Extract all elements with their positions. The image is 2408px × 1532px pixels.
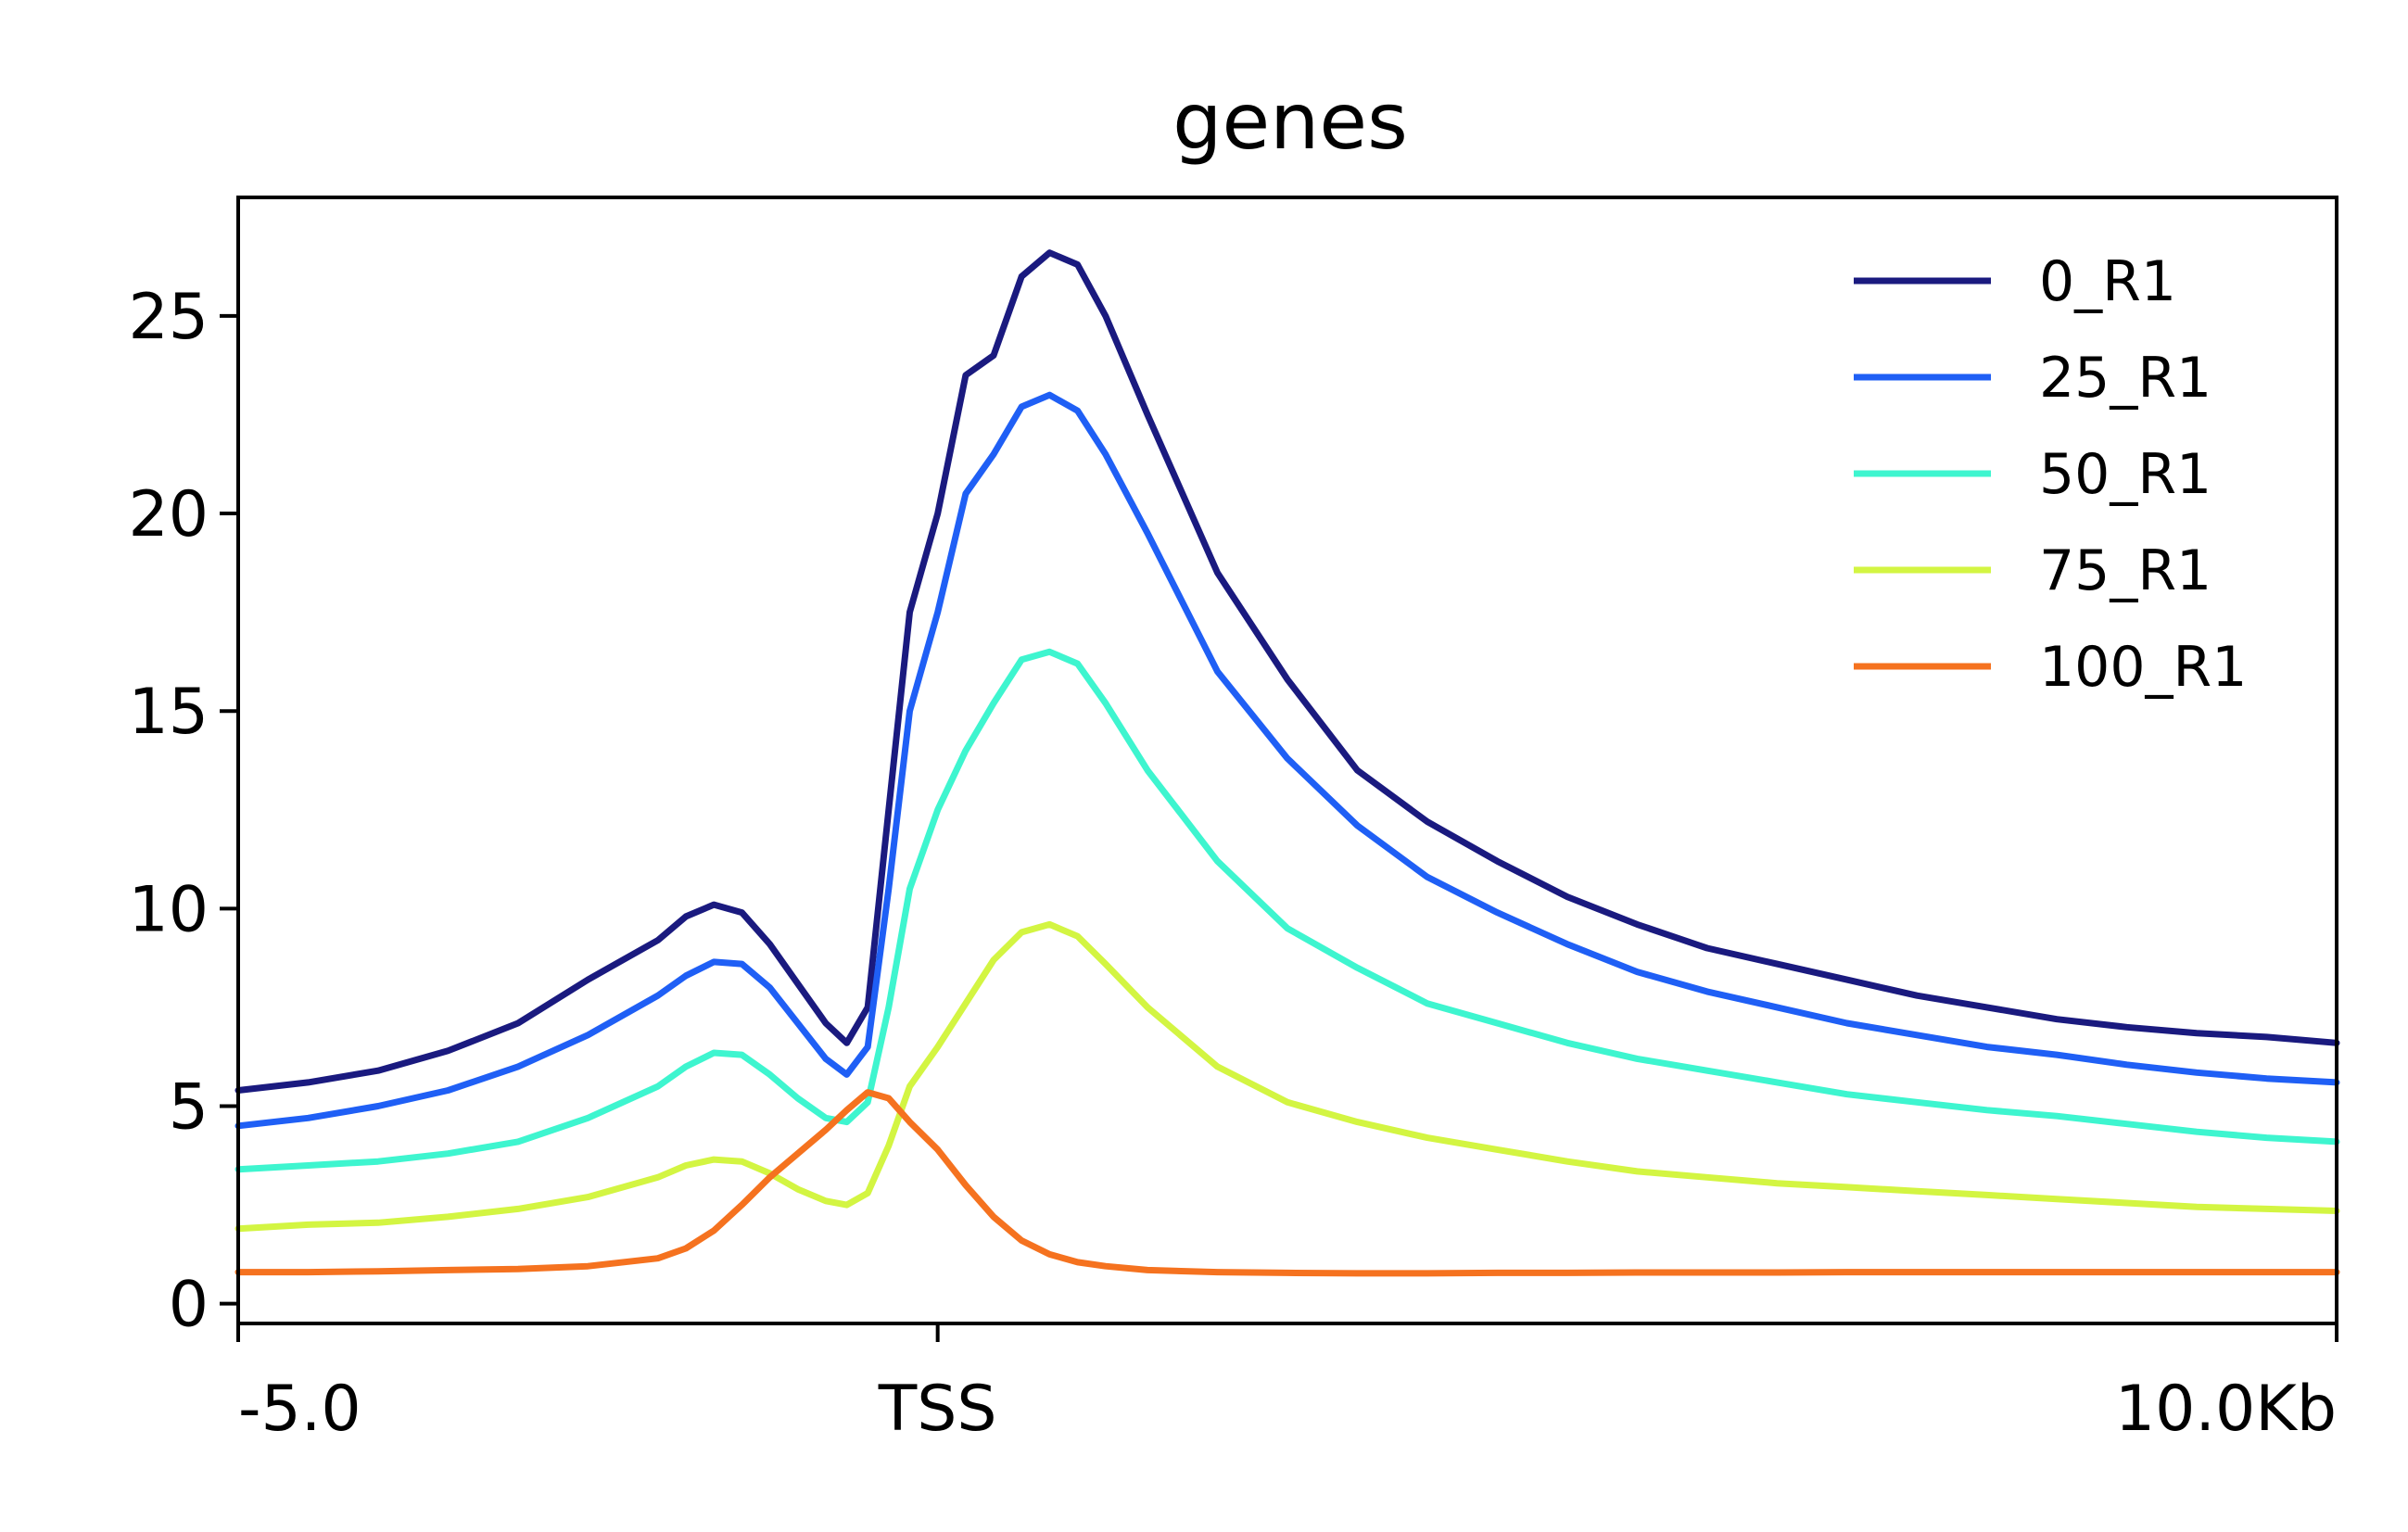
chart-title: genes — [1172, 76, 1408, 167]
series-line-0_R1 — [234, 249, 2340, 1094]
y-tick-label: 25 — [128, 281, 209, 354]
legend-label: 50_R1 — [2039, 442, 2212, 507]
y-tick-label: 10 — [128, 873, 209, 946]
plot-frame — [236, 196, 2338, 1325]
series-line-75_R1 — [234, 920, 2340, 1233]
x-tick-label: -5.0 — [238, 1373, 361, 1446]
y-tick-label: 5 — [169, 1071, 209, 1145]
legend-label: 25_R1 — [2039, 346, 2212, 411]
legend-label: 75_R1 — [2039, 538, 2212, 603]
y-tick-label: 20 — [128, 478, 209, 551]
series-line-25_R1 — [234, 391, 2340, 1130]
y-axis: 0 5 10 15 20 25 — [128, 281, 238, 1342]
legend: 0_R1 25_R1 50_R1 75_R1 100_R1 — [1854, 249, 2247, 700]
y-tick-label: 0 — [169, 1269, 209, 1342]
x-axis: -5.0 TSS 10.0Kb — [236, 1323, 2338, 1446]
x-tick-label: 10.0Kb — [2115, 1373, 2337, 1446]
legend-label: 100_R1 — [2039, 635, 2247, 700]
series-line-100_R1 — [234, 1089, 2340, 1277]
x-tick-label: TSS — [878, 1373, 997, 1446]
series-layer — [234, 249, 2340, 1277]
series-line-50_R1 — [234, 648, 2340, 1173]
legend-label: 0_R1 — [2039, 249, 2176, 314]
y-tick-label: 15 — [128, 676, 209, 749]
